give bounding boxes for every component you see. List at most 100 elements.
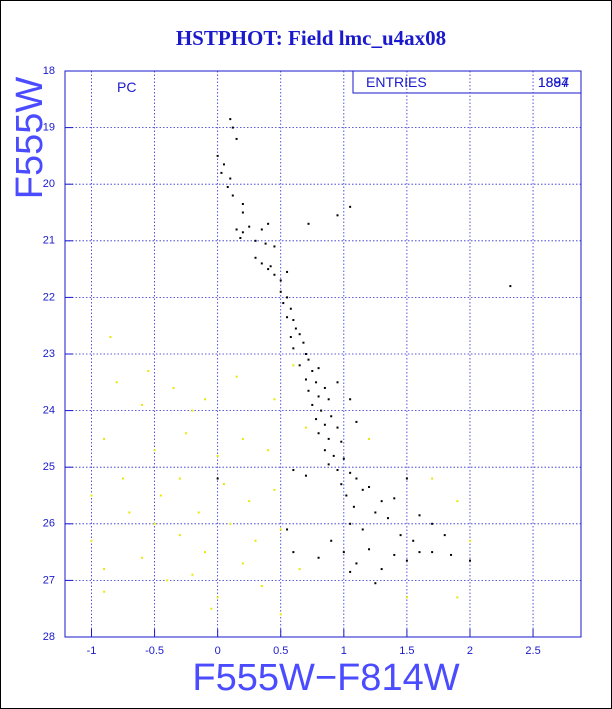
point (267, 449, 270, 452)
point (368, 486, 371, 489)
point (229, 522, 232, 525)
point (140, 556, 143, 559)
point (349, 205, 352, 208)
point (254, 239, 257, 242)
point (311, 369, 314, 372)
point (269, 265, 272, 268)
point (509, 285, 512, 288)
point (241, 211, 244, 214)
y-tick-label: 26 (43, 518, 55, 530)
point (197, 511, 200, 514)
point (386, 517, 389, 520)
y-tick-label: 23 (43, 348, 55, 360)
point (380, 568, 383, 571)
point (172, 386, 175, 389)
point (273, 245, 276, 248)
x-tick-label: 1 (341, 645, 347, 657)
y-tick-label: 20 (43, 178, 55, 190)
point (235, 137, 238, 140)
y-tick-label: 22 (43, 291, 55, 303)
x-tick-label: 0.5 (273, 645, 288, 657)
point (336, 214, 339, 217)
point (311, 403, 314, 406)
point (286, 296, 289, 299)
x-axis-label: F555W−F814W (192, 657, 459, 699)
point (315, 381, 318, 384)
point (279, 613, 282, 616)
point (216, 596, 219, 599)
x-tick-label: -1 (87, 645, 97, 657)
point (267, 222, 270, 225)
point (431, 551, 434, 554)
point (327, 437, 330, 440)
point (273, 273, 276, 276)
point (431, 522, 434, 525)
point (292, 319, 295, 322)
y-tick-label: 18 (43, 65, 55, 77)
point (355, 477, 358, 480)
point (355, 562, 358, 565)
point (336, 381, 339, 384)
x-tick-label: 2.5 (525, 645, 540, 657)
point (90, 494, 93, 497)
x-tick-label: -0.5 (145, 645, 164, 657)
point (128, 511, 131, 514)
point (317, 395, 320, 398)
point (450, 553, 453, 556)
point (349, 398, 352, 401)
point (431, 477, 434, 480)
point (320, 409, 323, 412)
point (405, 596, 408, 599)
point (304, 353, 307, 355)
point (340, 440, 343, 443)
point (226, 186, 229, 189)
annotation: PC (117, 79, 136, 95)
point (317, 367, 320, 370)
point (368, 437, 371, 440)
point (286, 316, 289, 319)
point (304, 474, 307, 477)
point (216, 454, 219, 457)
point (361, 528, 364, 531)
point (317, 432, 320, 435)
point (239, 236, 242, 239)
point (260, 585, 263, 588)
point (260, 262, 263, 265)
y-tick-label: 24 (43, 405, 55, 417)
point (103, 568, 106, 571)
point (241, 437, 244, 440)
point (260, 228, 263, 231)
point (405, 559, 408, 562)
point (355, 420, 358, 423)
point (289, 336, 292, 339)
point (327, 398, 330, 401)
point (374, 511, 377, 514)
point (330, 415, 333, 418)
point (336, 426, 339, 429)
point (352, 505, 355, 508)
point (323, 423, 326, 426)
point (103, 590, 106, 593)
point (231, 126, 234, 129)
point (292, 364, 295, 367)
point (279, 528, 282, 531)
x-tick-label: 0 (215, 645, 221, 657)
y-tick-label: 27 (43, 574, 55, 586)
point (307, 389, 310, 392)
point (468, 559, 471, 562)
point (349, 570, 352, 573)
point (292, 469, 295, 472)
point (330, 539, 333, 542)
point (229, 118, 232, 121)
point (140, 403, 143, 406)
point (235, 228, 238, 231)
point (248, 225, 251, 228)
point (349, 522, 352, 525)
point (380, 500, 383, 503)
point (294, 327, 297, 330)
point (216, 477, 219, 480)
point (90, 539, 93, 542)
point (222, 483, 225, 486)
point (254, 256, 257, 259)
point (267, 268, 270, 271)
